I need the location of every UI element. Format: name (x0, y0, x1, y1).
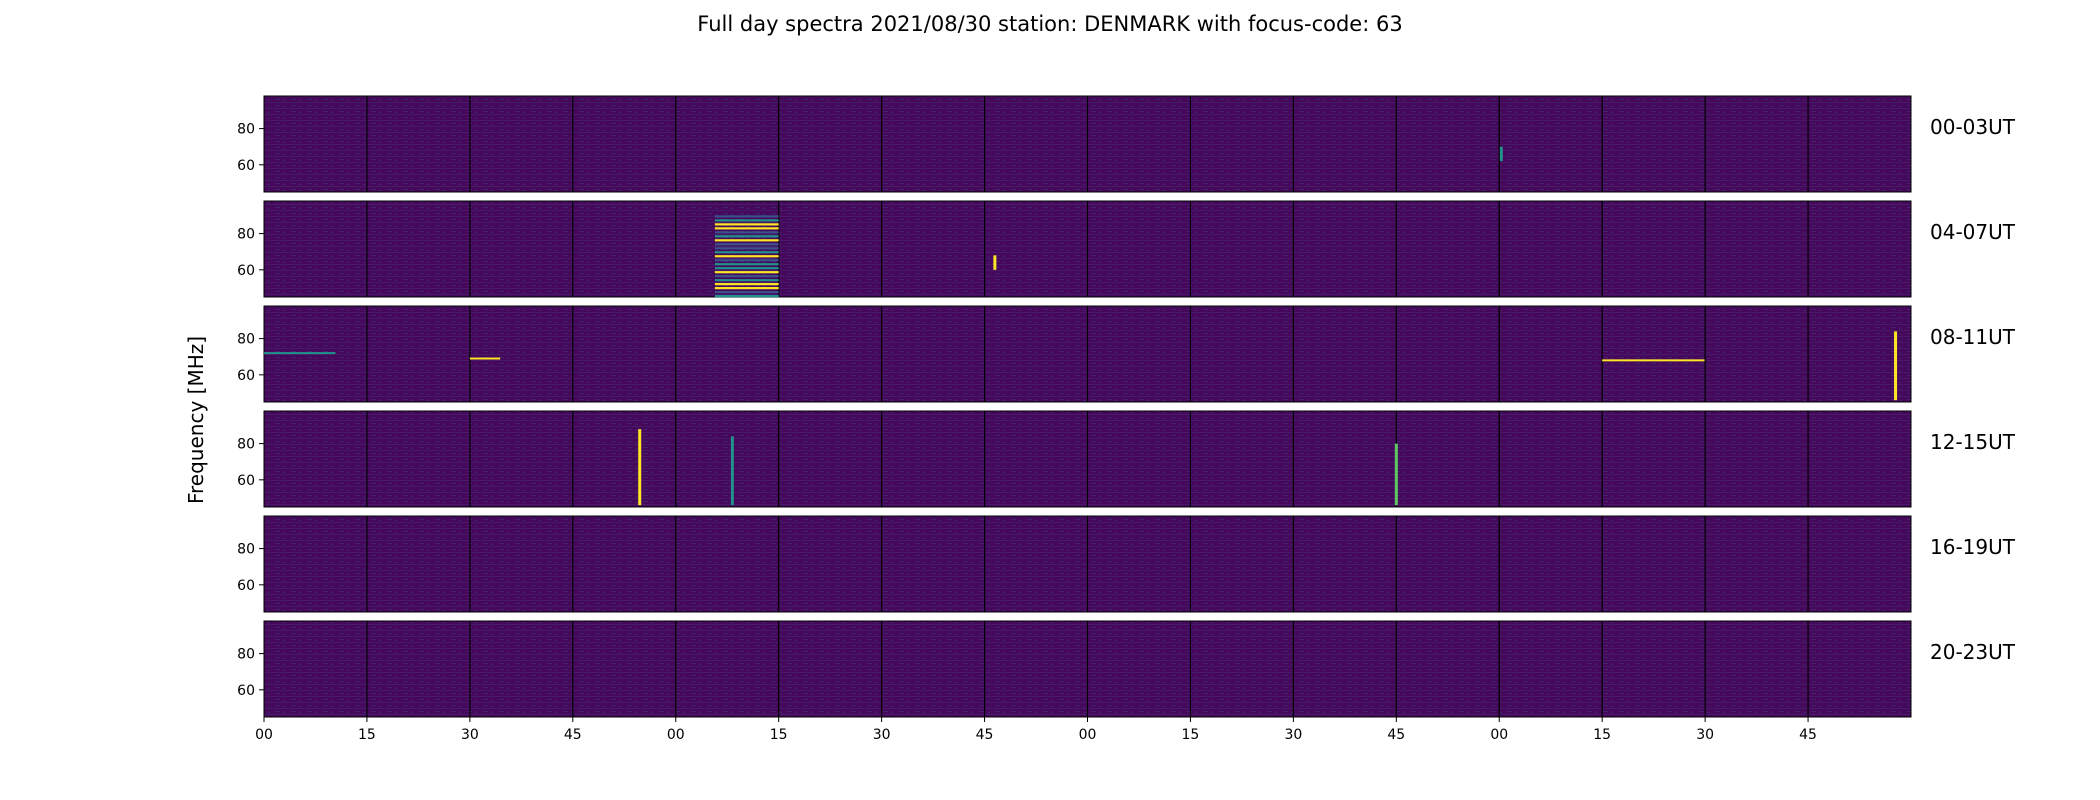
row-time-label: 20-23UT (1930, 640, 2016, 664)
y-tick-label: 60 (237, 473, 255, 489)
y-tick-label: 60 (237, 263, 255, 279)
spectra-row: 60 80 16-19UT (237, 515, 2016, 613)
row-time-label: 16-19UT (1930, 535, 2016, 559)
burst-band (714, 263, 779, 266)
x-tick-label: 45 (976, 727, 994, 743)
spectra-row: 60 80 08-11UT (237, 305, 2016, 403)
x-tick-label: 00 (255, 727, 273, 743)
burst-horizontal (264, 352, 336, 355)
x-tick-label: 00 (1079, 727, 1097, 743)
row-time-label: 00-03UT (1930, 115, 2016, 139)
spectrum-panel (1807, 410, 1912, 508)
spectra-row: 60 80 04-07UT (237, 200, 2016, 298)
burst-band (714, 247, 779, 250)
x-tick-label: 45 (564, 727, 582, 743)
burst-band (714, 259, 779, 262)
burst-vertical (1894, 331, 1898, 401)
y-tick-label: 80 (237, 542, 255, 558)
y-tick-label: 80 (237, 647, 255, 663)
x-tick-label: 15 (1593, 727, 1611, 743)
burst-vertical (638, 429, 642, 506)
chart-title: Full day spectra 2021/08/30 station: DEN… (697, 12, 1403, 36)
x-tick-label: 15 (1182, 727, 1200, 743)
burst-band (714, 227, 779, 230)
y-tick-label: 60 (237, 578, 255, 594)
x-tick-label: 45 (1387, 727, 1405, 743)
burst-band (714, 271, 779, 274)
y-tick-label: 80 (237, 227, 255, 243)
burst-band (714, 279, 779, 282)
x-tick-label: 30 (461, 727, 479, 743)
x-tick-label: 15 (770, 727, 788, 743)
burst-vertical (1394, 443, 1398, 506)
x-tick-label: 00 (667, 727, 685, 743)
burst-band (714, 295, 779, 298)
spectrum-panel (1807, 200, 1912, 298)
y-tick-label: 80 (237, 122, 255, 138)
x-tick-label: 00 (1490, 727, 1508, 743)
burst-band (714, 231, 779, 234)
burst-band (714, 223, 779, 226)
spectrum-panel (1807, 95, 1912, 193)
spectra-row: 60 80 00-03UT (237, 95, 2016, 193)
burst-band (714, 219, 779, 222)
spectra-row: 60 80 20-23UT (237, 620, 2016, 718)
burst-horizontal (1602, 359, 1705, 362)
burst-band (714, 251, 779, 254)
x-tick-label: 30 (873, 727, 891, 743)
y-tick-label: 80 (237, 332, 255, 348)
x-tick-label: 15 (358, 727, 376, 743)
row-time-label: 04-07UT (1930, 220, 2016, 244)
y-tick-label: 60 (237, 158, 255, 174)
spectra-row: 60 80 12-15UT (237, 410, 2016, 508)
y-tick-label: 80 (237, 437, 255, 453)
x-tick-label: 30 (1284, 727, 1302, 743)
burst-band (714, 267, 779, 270)
burst-band (714, 283, 779, 286)
burst-band (714, 255, 779, 258)
burst-band (714, 243, 779, 246)
spectrum-panel (1807, 620, 1912, 718)
spectrum-panel (1807, 305, 1912, 403)
burst-vertical (730, 436, 734, 506)
burst-band (714, 235, 779, 238)
y-tick-label: 60 (237, 683, 255, 699)
row-time-label: 08-11UT (1930, 325, 2016, 349)
burst-band (714, 239, 779, 242)
burst-band (714, 287, 779, 290)
burst-band (714, 275, 779, 278)
x-tick-label: 45 (1799, 727, 1817, 743)
burst-horizontal (469, 357, 501, 360)
burst-band (714, 215, 779, 218)
spectrum-panel (1807, 515, 1912, 613)
burst-vertical (1499, 146, 1503, 162)
burst-band (714, 291, 779, 294)
y-tick-label: 60 (237, 368, 255, 384)
burst-vertical (993, 255, 997, 270)
row-time-label: 12-15UT (1930, 430, 2016, 454)
x-tick-label: 30 (1696, 727, 1714, 743)
